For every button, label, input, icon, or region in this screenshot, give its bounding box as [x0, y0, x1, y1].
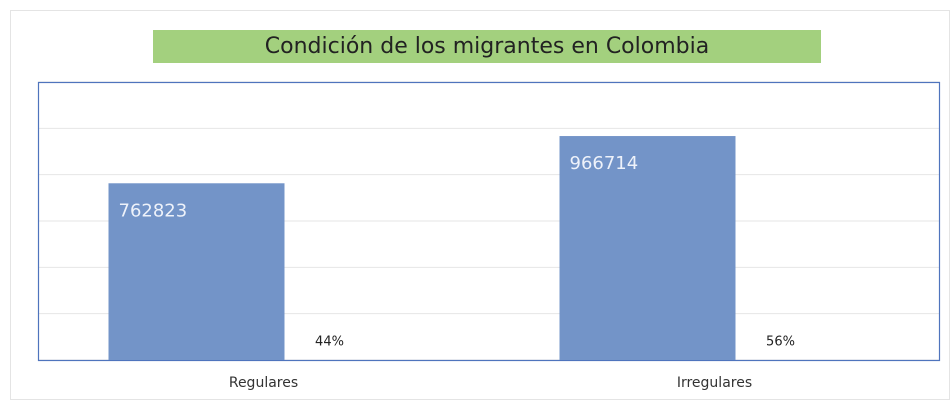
x-tick-label: Irregulares	[677, 375, 752, 391]
bar	[559, 136, 736, 360]
plot-border	[37, 81, 941, 362]
title-background	[153, 30, 821, 63]
x-tick-label: Regulares	[229, 375, 298, 391]
value-label: 762823	[119, 200, 188, 221]
chart-title: Condición de los migrantes en Colombia	[265, 34, 709, 59]
share-label: 56%	[766, 335, 795, 350]
value-label: 966714	[570, 153, 639, 174]
bar	[108, 183, 285, 360]
share-label: 44%	[315, 335, 344, 350]
